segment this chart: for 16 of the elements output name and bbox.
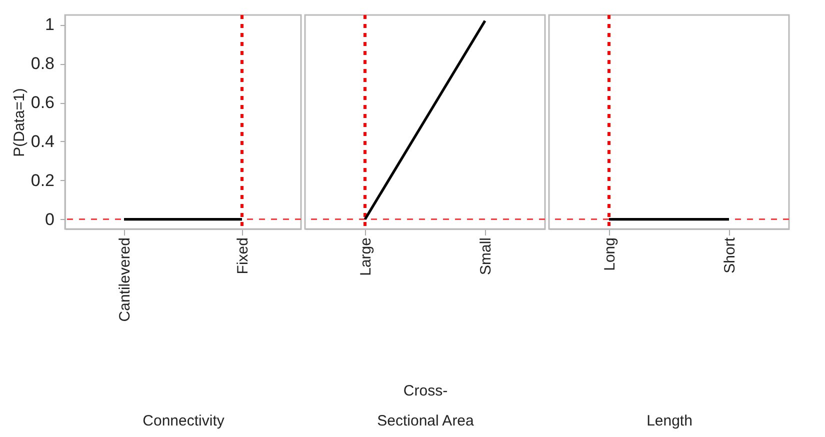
y-tick-label: 0.8 (30, 54, 54, 74)
x-tick-label: Long (602, 238, 618, 271)
x-tick-label: Small (478, 238, 494, 276)
x-tick-label: Short (722, 236, 738, 274)
y-tick-label: 0.4 (30, 132, 54, 151)
x-tick-label: Fixed (234, 238, 252, 274)
x-tick-label: Large (358, 238, 374, 276)
y-tick-label: 1 (45, 15, 54, 34)
y-tick-label: 0 (45, 210, 54, 229)
y-tick-label: 0.6 (30, 93, 54, 112)
x-axis-title: Length (646, 412, 692, 430)
y-tick-label: 0.2 (30, 170, 54, 190)
y-axis-title: P(Data=1) (10, 88, 28, 157)
x-axis-title: Connectivity (142, 412, 225, 430)
x-axis-title: Cross-Sectional Area (377, 382, 475, 430)
x-tick-label: Cantilevered (116, 238, 134, 322)
